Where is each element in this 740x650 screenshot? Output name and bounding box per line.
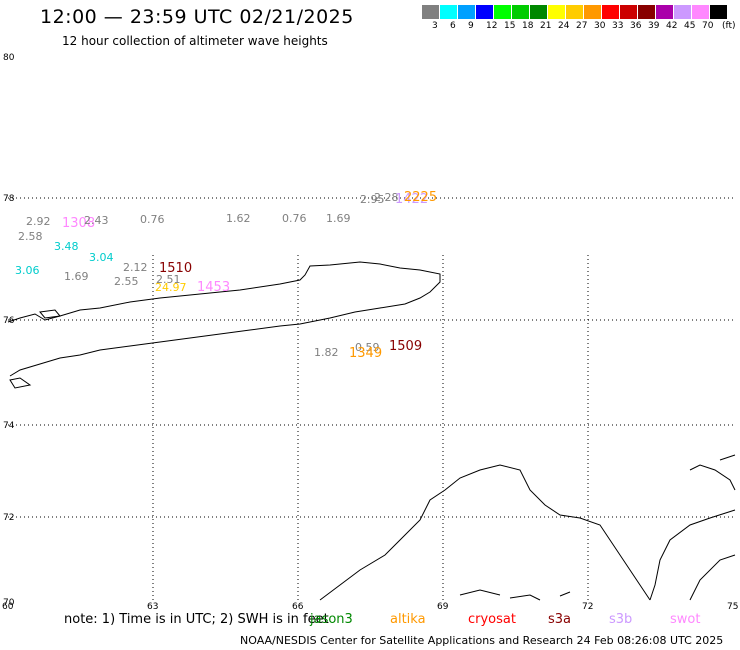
wave-height-label: 1.62 — [226, 212, 251, 225]
wave-height-label: 3.48 — [54, 240, 79, 253]
colorbar-swatch — [422, 5, 440, 19]
coastline-southeast — [649, 509, 736, 601]
wave-height-label: 2225 — [404, 190, 437, 205]
longitude-label: 75 — [727, 602, 738, 612]
legend-entry-cryosat: cryosat — [468, 612, 516, 627]
colorbar-swatch — [530, 5, 548, 19]
colorbar-tick-label: 6 — [450, 21, 456, 31]
colorbar-tick-label: 30 — [594, 21, 606, 31]
wave-height-label: 3.06 — [15, 264, 40, 277]
wave-height-label: 1.69 — [326, 212, 351, 225]
wave-height-label: 1.69 — [64, 270, 89, 283]
coastline-east — [689, 554, 736, 601]
coastline-small-isles — [9, 309, 61, 389]
colorbar-tick-label: 27 — [576, 21, 588, 31]
colorbar-tick-label: 45 — [684, 21, 696, 31]
wave-height-label: 2.58 — [18, 230, 43, 243]
colorbar-swatch — [656, 5, 674, 19]
coastline — [7, 261, 736, 601]
colorbar-swatch — [440, 5, 458, 19]
longitude-label: 60 — [2, 602, 14, 612]
wave-height-label: 2.51 — [156, 273, 181, 286]
legend-entry-swot: swot — [670, 612, 701, 627]
colorbar-labels: 3 6 9 12 15 18 21 24 27 30 33 36 39 42 45 70 (ft) — [422, 21, 740, 33]
colorbar-tick-label: 21 — [540, 21, 552, 31]
colorbar-unit: (ft) — [722, 21, 736, 31]
colorbar-swatch — [548, 5, 566, 19]
wave-height-label: 2.95 — [360, 193, 385, 206]
colorbar-tick-label: 36 — [630, 21, 642, 31]
coastline-east-isles — [689, 454, 736, 491]
wave-height-label: 1422 — [395, 192, 428, 207]
legend-entry-altika: altika — [390, 612, 426, 627]
wave-height-label: 1509 — [389, 339, 422, 354]
colorbar-swatch — [674, 5, 692, 19]
wave-height-label: 0.76 — [140, 213, 165, 226]
colorbar-swatch — [692, 5, 710, 19]
colorbar-tick-label: 9 — [468, 21, 474, 31]
colorbar-swatch — [512, 5, 530, 19]
colorbar-swatch — [476, 5, 494, 19]
wave-height-label: 2.55 — [114, 275, 139, 288]
wave-height-label: 24.97 — [155, 281, 187, 294]
colorbar-swatch — [710, 5, 728, 19]
wave-height-colorbar — [422, 5, 728, 21]
credit-footer: NOAA/NESDIS Center for Satellite Applica… — [240, 634, 724, 647]
colorbar-swatch — [638, 5, 656, 19]
latitude-label: 78 — [3, 194, 15, 204]
wave-height-label: 1308 — [62, 216, 95, 231]
coastline-south-bits — [459, 589, 571, 601]
wave-height-label: 1453 — [197, 280, 230, 295]
colorbar-tick-label: 15 — [504, 21, 516, 31]
coastline-south — [319, 464, 651, 601]
colorbar-swatch — [458, 5, 476, 19]
latitude-label: 80 — [3, 53, 15, 63]
wave-height-label: 1.82 — [314, 346, 339, 359]
wave-height-label: 2.92 — [26, 215, 51, 228]
legend-entry-s3a: s3a — [548, 612, 572, 627]
latitude-label: 76 — [3, 316, 15, 326]
map-subtitle: 12 hour collection of altimeter wave hei… — [62, 34, 328, 48]
wave-height-label: 2.28 — [374, 191, 399, 204]
coastline-north-island — [7, 261, 441, 377]
legend-entry-s3b: s3b — [609, 612, 633, 627]
latitude-label: 74 — [3, 421, 15, 431]
colorbar-tick-label: 18 — [522, 21, 534, 31]
colorbar-tick-label: 12 — [486, 21, 498, 31]
colorbar-tick-label: 3 — [432, 21, 438, 31]
colorbar-tick-label: 42 — [666, 21, 678, 31]
wave-height-label: 2.12 — [123, 261, 148, 274]
wave-height-label: 1510 — [159, 261, 192, 276]
wave-height-label: 3.04 — [89, 251, 114, 264]
colorbar-tick-label: 70 — [702, 21, 714, 31]
colorbar-swatch — [602, 5, 620, 19]
legend-entry-jason3: jason3 — [310, 612, 353, 627]
colorbar-tick-label: 24 — [558, 21, 570, 31]
colorbar-swatch — [620, 5, 638, 19]
longitude-label: 72 — [582, 602, 593, 612]
colorbar-swatch — [584, 5, 602, 19]
map-title: 12:00 — 23:59 UTC 02/21/2025 — [40, 6, 354, 28]
footnote: note: 1) Time is in UTC; 2) SWH is in fe… — [64, 612, 329, 627]
colorbar-tick-label: 33 — [612, 21, 624, 31]
latitude-label: 70 — [3, 598, 15, 608]
wave-height-label: 0.59 — [355, 341, 380, 354]
wave-height-label: 0.76 — [282, 212, 307, 225]
longitude-label: 69 — [437, 602, 449, 612]
colorbar-swatch — [494, 5, 512, 19]
wave-height-label: 2.43 — [84, 214, 109, 227]
longitude-label: 66 — [292, 602, 304, 612]
wave-height-label: 1349 — [349, 346, 382, 361]
longitude-label: 63 — [147, 602, 158, 612]
colorbar-swatch — [566, 5, 584, 19]
latitude-label: 72 — [3, 513, 14, 523]
colorbar-tick-label: 39 — [648, 21, 660, 31]
